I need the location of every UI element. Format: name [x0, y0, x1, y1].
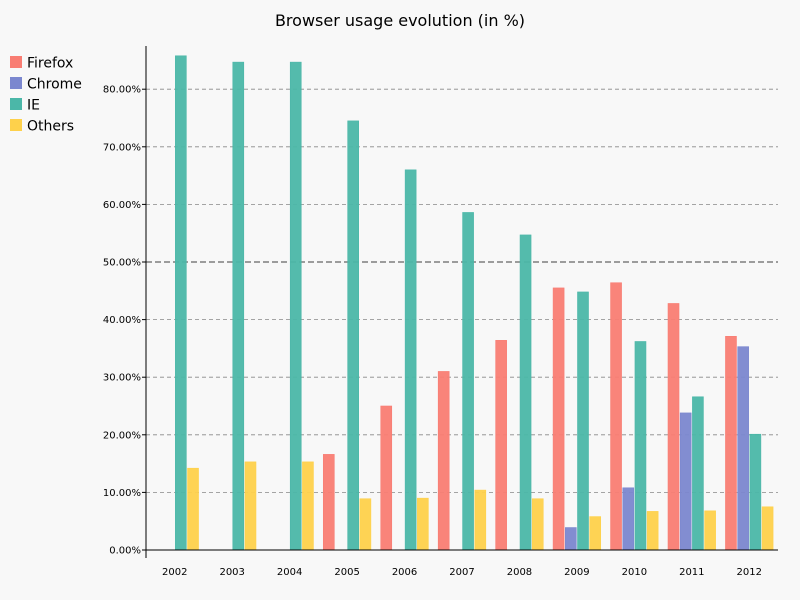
- bar-ie: [175, 55, 187, 551]
- bar-ie: [634, 341, 647, 551]
- legend-label-ie: IE: [27, 98, 40, 114]
- axes: 0.00% 10.00% 20.00% 30.00% 40.00% 50.00% 60.00…: [103, 46, 778, 578]
- legend-swatch-ie: [10, 98, 22, 110]
- x-tick-label: 2012: [737, 567, 762, 578]
- bar-firefox: [552, 287, 565, 551]
- bar-others: [761, 506, 774, 551]
- bar-firefox: [380, 405, 393, 551]
- x-tick-label: 2002: [162, 567, 187, 578]
- bar-ie: [462, 212, 474, 551]
- bar-ie: [749, 433, 762, 551]
- y-tick-label: 20.00%: [103, 430, 141, 441]
- bar-firefox: [437, 371, 450, 551]
- legend-label-chrome: Chrome: [27, 77, 82, 93]
- y-tick-label: 0.00%: [109, 546, 141, 557]
- legend: Firefox Chrome IE Others: [10, 56, 82, 135]
- bar-ie: [232, 61, 245, 551]
- bar-firefox: [725, 336, 737, 551]
- bar-others: [589, 516, 602, 551]
- bar-ie: [577, 291, 589, 551]
- bar-ie: [347, 120, 359, 551]
- x-tick-label: 2010: [622, 567, 647, 578]
- bar-others: [704, 510, 716, 551]
- bar-others: [646, 511, 659, 551]
- legend-swatch-firefox: [10, 56, 22, 68]
- bar-firefox: [495, 340, 507, 551]
- bar-firefox: [610, 282, 622, 551]
- x-tick-label: 2008: [507, 567, 532, 578]
- x-tick-label: 2007: [449, 567, 474, 578]
- bar-firefox: [667, 303, 680, 551]
- x-tick-label: 2009: [564, 567, 589, 578]
- y-tick-label: 10.00%: [103, 488, 141, 499]
- chart-title: Browser usage evolution (in %): [275, 11, 525, 30]
- bar-others: [187, 467, 199, 551]
- legend-swatch-others: [10, 119, 22, 131]
- bar-chrome: [622, 487, 635, 551]
- y-tick-label: 40.00%: [103, 315, 141, 326]
- bar-chrome: [679, 412, 692, 551]
- y-tick-label: 60.00%: [103, 200, 141, 211]
- y-tick-label: 80.00%: [103, 85, 141, 96]
- bar-firefox: [322, 454, 335, 551]
- bars: [175, 55, 774, 551]
- bar-ie: [519, 234, 532, 551]
- grid: [146, 88, 778, 493]
- bar-others: [244, 461, 257, 551]
- legend-swatch-chrome: [10, 77, 22, 89]
- x-tick-label: 2011: [679, 567, 704, 578]
- x-tick-label: 2004: [277, 567, 302, 578]
- bar-ie: [692, 396, 704, 551]
- bar-others: [474, 489, 487, 551]
- legend-label-others: Others: [27, 119, 74, 135]
- bar-chrome: [565, 527, 577, 551]
- bar-others: [417, 497, 429, 551]
- bar-ie: [289, 61, 302, 551]
- bar-chrome: [737, 346, 749, 551]
- y-tick-label: 70.00%: [103, 142, 141, 153]
- bar-ie: [404, 169, 417, 551]
- x-tick-label: 2005: [334, 567, 359, 578]
- y-tick-label: 30.00%: [103, 373, 141, 384]
- x-tick-label: 2003: [219, 567, 244, 578]
- x-tick-label: 2006: [392, 567, 417, 578]
- bar-others: [359, 498, 372, 551]
- bar-others: [531, 498, 544, 551]
- legend-label-firefox: Firefox: [27, 56, 73, 72]
- y-tick-label: 50.00%: [103, 258, 141, 269]
- bar-others: [302, 461, 314, 551]
